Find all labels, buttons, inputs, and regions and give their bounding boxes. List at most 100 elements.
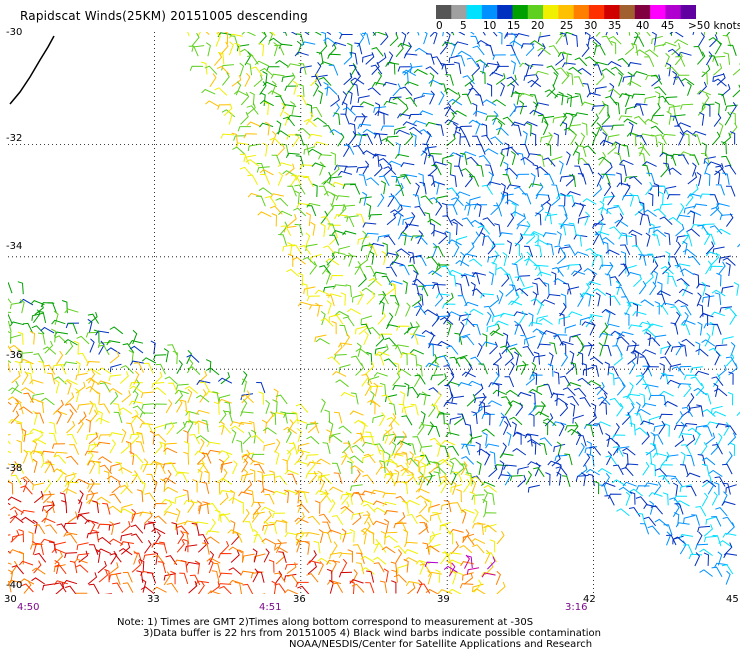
wind-barb (712, 373, 721, 387)
wind-barb (155, 463, 166, 475)
wind-barb (517, 391, 532, 397)
wind-barb (470, 356, 483, 366)
wind-barb (315, 490, 330, 495)
wind-barb (469, 491, 476, 505)
wind-barb (572, 414, 584, 424)
wind-barb (564, 244, 576, 255)
wind-barb (601, 112, 611, 126)
wind-barb (417, 421, 425, 436)
wind-barb (506, 184, 521, 190)
wind-barb (337, 203, 347, 217)
wind-barb (558, 422, 565, 437)
wind-barb (592, 288, 607, 296)
wind-barb (418, 110, 433, 116)
wind-barb (612, 446, 624, 457)
wind-barb (227, 110, 233, 125)
wind-barb (383, 568, 389, 583)
wind-barb (25, 361, 34, 374)
wind-barb (642, 365, 653, 377)
wind-barb (381, 250, 387, 266)
wind-barb (682, 282, 688, 297)
wind-barb (263, 520, 269, 535)
wind-barb (466, 57, 479, 68)
wind-barb (154, 424, 166, 433)
wind-barb (34, 552, 47, 563)
wind-barb (342, 230, 357, 236)
wind-barb (621, 466, 634, 477)
wind-barb (278, 210, 293, 217)
wind-barb (529, 374, 543, 380)
wind-barb (478, 363, 488, 375)
wind-barb (627, 62, 642, 68)
wind-barb (707, 161, 722, 167)
wind-barb (387, 51, 394, 66)
wind-barb (362, 160, 370, 175)
wind-barb (271, 580, 277, 594)
wind-barb (383, 163, 393, 177)
wind-barb (455, 126, 467, 138)
wind-barb (25, 450, 34, 463)
wind-barb (540, 134, 553, 143)
wind-barb (179, 572, 189, 585)
wind-barb (106, 340, 121, 346)
wind-barb (495, 127, 509, 136)
wind-barb (274, 542, 287, 549)
wind-barb (423, 309, 438, 317)
wind-barb (9, 509, 18, 524)
wind-barb (263, 442, 276, 451)
wind-barb (340, 493, 354, 500)
wind-barb (55, 582, 67, 593)
wind-barb (230, 520, 236, 534)
wind-barb (205, 32, 210, 35)
wind-barb (429, 437, 443, 447)
wind-barb (113, 411, 123, 424)
wind-barb (488, 382, 503, 388)
wind-barb (54, 551, 63, 565)
wind-barb (294, 51, 309, 57)
colorbar-swatch (481, 5, 498, 19)
wind-barb (686, 485, 697, 497)
wind-barb (539, 437, 553, 447)
wind-barb (577, 145, 587, 158)
wind-barb (394, 301, 400, 317)
wind-barb (326, 568, 333, 583)
wind-barb (129, 385, 143, 394)
wind-barb (244, 72, 251, 87)
wind-barb (97, 523, 111, 530)
wind-barb (680, 464, 689, 476)
wind-barb (679, 343, 687, 357)
wind-barb (296, 202, 311, 208)
wind-barb (466, 567, 480, 575)
wind-barb (460, 461, 468, 475)
wind-barb (537, 271, 552, 277)
wind-barb (628, 382, 634, 397)
wind-barb (518, 310, 526, 325)
colorbar-swatch (543, 5, 559, 19)
wind-barb (425, 588, 440, 594)
wind-barb (693, 387, 708, 396)
wind-barb (11, 380, 19, 395)
wind-barb (131, 511, 144, 520)
wind-barb (454, 41, 469, 47)
wind-barb (295, 538, 301, 553)
wind-barb (231, 132, 239, 146)
wind-barb (568, 66, 582, 75)
wind-barb (524, 62, 530, 77)
wind-barb (505, 389, 520, 397)
wind-barb (511, 32, 517, 47)
wind-barb (577, 67, 592, 76)
wind-barb (599, 484, 608, 496)
wind-barb (296, 504, 310, 514)
wind-barb (675, 500, 690, 507)
wind-barb (537, 114, 549, 126)
wind-barb (333, 112, 341, 126)
wind-barb (109, 562, 119, 575)
wind-barb (552, 392, 558, 406)
wind-barb (385, 451, 391, 466)
wind-barb (310, 422, 320, 434)
wind-barb (356, 213, 366, 225)
wind-barb (642, 328, 656, 337)
wind-barb (149, 430, 155, 445)
wind-barb (437, 340, 452, 347)
wind-barb (725, 32, 731, 37)
